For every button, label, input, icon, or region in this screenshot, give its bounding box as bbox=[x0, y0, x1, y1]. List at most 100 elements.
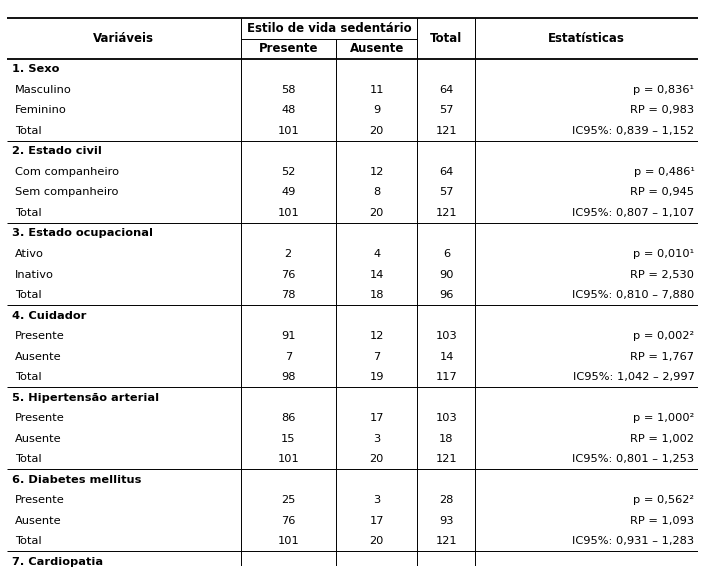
Text: Ativo: Ativo bbox=[16, 249, 44, 259]
Text: 49: 49 bbox=[281, 188, 295, 197]
Text: Total: Total bbox=[16, 372, 42, 382]
Text: 2: 2 bbox=[285, 249, 292, 259]
Text: 4: 4 bbox=[373, 249, 380, 259]
Text: Variáveis: Variáveis bbox=[93, 32, 154, 45]
Text: RP = 0,945: RP = 0,945 bbox=[630, 188, 694, 197]
Text: Feminino: Feminino bbox=[16, 105, 67, 116]
Text: 20: 20 bbox=[369, 454, 384, 464]
Text: p = 0,486¹: p = 0,486¹ bbox=[634, 167, 694, 177]
Text: 121: 121 bbox=[436, 536, 458, 546]
Text: Total: Total bbox=[16, 536, 42, 546]
Text: Inativo: Inativo bbox=[16, 269, 54, 280]
Text: 103: 103 bbox=[436, 331, 458, 341]
Text: Ausente: Ausente bbox=[16, 516, 62, 526]
Text: 3: 3 bbox=[373, 434, 380, 444]
Text: 7: 7 bbox=[285, 352, 292, 362]
Text: 20: 20 bbox=[369, 126, 384, 136]
Text: 48: 48 bbox=[281, 105, 295, 116]
Text: Total: Total bbox=[16, 454, 42, 464]
Text: 14: 14 bbox=[439, 352, 453, 362]
Text: p = 0,836¹: p = 0,836¹ bbox=[634, 85, 694, 95]
Text: Presente: Presente bbox=[259, 42, 318, 55]
Text: Ausente: Ausente bbox=[16, 352, 62, 362]
Text: IC95%: 0,931 – 1,283: IC95%: 0,931 – 1,283 bbox=[572, 536, 694, 546]
Text: 2. Estado civil: 2. Estado civil bbox=[12, 146, 102, 156]
Text: 117: 117 bbox=[436, 372, 458, 382]
Text: Estilo de vida sedentário: Estilo de vida sedentário bbox=[247, 22, 411, 35]
Text: p = 0,562²: p = 0,562² bbox=[634, 495, 694, 505]
Text: IC95%: 0,807 – 1,107: IC95%: 0,807 – 1,107 bbox=[572, 208, 694, 218]
Text: 18: 18 bbox=[439, 434, 454, 444]
Text: 101: 101 bbox=[277, 536, 299, 546]
Text: Ausente: Ausente bbox=[350, 42, 404, 55]
Text: 101: 101 bbox=[277, 454, 299, 464]
Text: RP = 0,983: RP = 0,983 bbox=[630, 105, 694, 116]
Text: 64: 64 bbox=[439, 167, 453, 177]
Text: 3: 3 bbox=[373, 495, 380, 505]
Text: 15: 15 bbox=[281, 434, 295, 444]
Text: 28: 28 bbox=[439, 495, 453, 505]
Text: Com companheiro: Com companheiro bbox=[16, 167, 119, 177]
Text: IC95%: 0,810 – 7,880: IC95%: 0,810 – 7,880 bbox=[572, 290, 694, 300]
Text: Total: Total bbox=[16, 208, 42, 218]
Text: IC95%: 0,839 – 1,152: IC95%: 0,839 – 1,152 bbox=[572, 126, 694, 136]
Text: 76: 76 bbox=[281, 269, 295, 280]
Text: IC95%: 0,801 – 1,253: IC95%: 0,801 – 1,253 bbox=[572, 454, 694, 464]
Text: 8: 8 bbox=[373, 188, 380, 197]
Text: 78: 78 bbox=[281, 290, 295, 300]
Text: 96: 96 bbox=[439, 290, 453, 300]
Text: 20: 20 bbox=[369, 208, 384, 218]
Text: 7. Cardiopatia: 7. Cardiopatia bbox=[12, 557, 103, 567]
Text: IC95%: 1,042 – 2,997: IC95%: 1,042 – 2,997 bbox=[572, 372, 694, 382]
Text: 101: 101 bbox=[277, 208, 299, 218]
Text: 18: 18 bbox=[369, 290, 384, 300]
Text: p = 1,000²: p = 1,000² bbox=[633, 413, 694, 423]
Text: 98: 98 bbox=[281, 372, 295, 382]
Text: 6. Diabetes mellitus: 6. Diabetes mellitus bbox=[12, 475, 141, 484]
Text: 57: 57 bbox=[439, 188, 454, 197]
Text: 3. Estado ocupacional: 3. Estado ocupacional bbox=[12, 228, 153, 239]
Text: 9: 9 bbox=[373, 105, 380, 116]
Text: RP = 2,530: RP = 2,530 bbox=[630, 269, 694, 280]
Text: 17: 17 bbox=[369, 516, 384, 526]
Text: Sem companheiro: Sem companheiro bbox=[16, 188, 119, 197]
Text: 17: 17 bbox=[369, 413, 384, 423]
Text: RP = 1,093: RP = 1,093 bbox=[630, 516, 694, 526]
Text: Total: Total bbox=[16, 126, 42, 136]
Text: 121: 121 bbox=[436, 126, 458, 136]
Text: 11: 11 bbox=[369, 85, 384, 95]
Text: Estatísticas: Estatísticas bbox=[548, 32, 625, 45]
Text: 7: 7 bbox=[373, 352, 380, 362]
Text: 57: 57 bbox=[439, 105, 454, 116]
Text: 64: 64 bbox=[439, 85, 453, 95]
Text: Masculino: Masculino bbox=[16, 85, 72, 95]
Text: Presente: Presente bbox=[16, 331, 65, 341]
Text: 91: 91 bbox=[281, 331, 295, 341]
Text: 14: 14 bbox=[369, 269, 384, 280]
Text: 6: 6 bbox=[443, 249, 450, 259]
Text: 12: 12 bbox=[369, 331, 384, 341]
Text: 76: 76 bbox=[281, 516, 295, 526]
Text: 103: 103 bbox=[436, 413, 458, 423]
Text: 19: 19 bbox=[369, 372, 384, 382]
Text: Presente: Presente bbox=[16, 413, 65, 423]
Text: Ausente: Ausente bbox=[16, 434, 62, 444]
Text: RP = 1,002: RP = 1,002 bbox=[630, 434, 694, 444]
Text: 5. Hipertensão arterial: 5. Hipertensão arterial bbox=[12, 392, 159, 403]
Text: 12: 12 bbox=[369, 167, 384, 177]
Text: p = 0,010¹: p = 0,010¹ bbox=[633, 249, 694, 259]
Text: 4. Cuidador: 4. Cuidador bbox=[12, 311, 86, 320]
Text: 1. Sexo: 1. Sexo bbox=[12, 64, 59, 74]
Text: 20: 20 bbox=[369, 536, 384, 546]
Text: Presente: Presente bbox=[16, 495, 65, 505]
Text: Total: Total bbox=[430, 32, 462, 45]
Text: 93: 93 bbox=[439, 516, 454, 526]
Text: 121: 121 bbox=[436, 454, 458, 464]
Text: Total: Total bbox=[16, 290, 42, 300]
Text: 86: 86 bbox=[281, 413, 295, 423]
Text: 25: 25 bbox=[281, 495, 295, 505]
Text: 52: 52 bbox=[281, 167, 295, 177]
Text: p = 0,002²: p = 0,002² bbox=[633, 331, 694, 341]
Text: 121: 121 bbox=[436, 208, 458, 218]
Text: 58: 58 bbox=[281, 85, 295, 95]
